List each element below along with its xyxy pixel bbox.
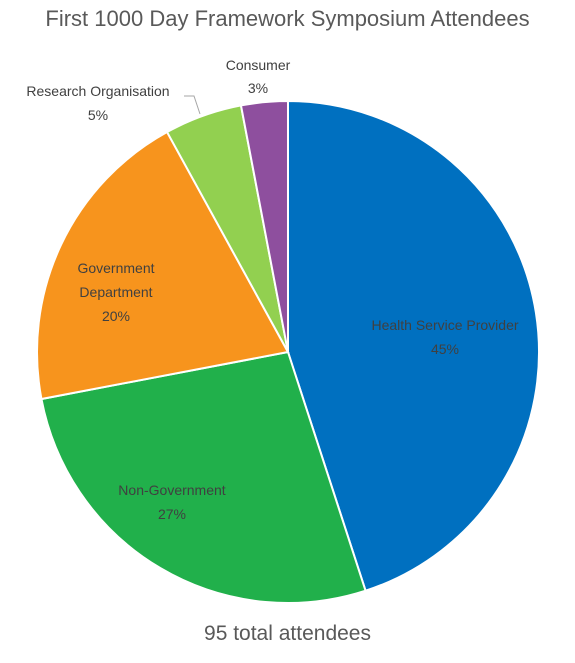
slice-label-research-organisation: Research Organisation 5% xyxy=(26,83,169,123)
pie-slice-consumer xyxy=(239,99,289,353)
slice-label-health-service-provider: Health Service Provider 45% xyxy=(371,317,518,357)
slice-value-research-organisation: 5% xyxy=(88,107,108,123)
leader-line-research-organisation xyxy=(184,95,201,115)
chart-title: First 1000 Day Framework Symposium Atten… xyxy=(45,6,530,31)
slice-value-health-service-provider: 45% xyxy=(431,341,459,357)
slice-value-government-department: 20% xyxy=(102,308,130,324)
slice-value-consumer: 3% xyxy=(248,80,268,96)
slice-label-consumer: Consumer 3% xyxy=(226,57,291,96)
slice-label-non-government: Non-Government 27% xyxy=(118,482,225,522)
slice-category-health-service-provider: Health Service Provider xyxy=(371,317,518,333)
slice-label-government-department: Government Department 20% xyxy=(77,260,154,324)
slice-category-research-organisation: Research Organisation xyxy=(26,83,169,99)
chart-footer: 95 total attendees xyxy=(204,622,371,645)
slice-value-non-government: 27% xyxy=(158,506,186,522)
slice-category-government-department: Government xyxy=(77,260,154,276)
pie-slice-health-service-provider xyxy=(287,99,541,592)
slice-category-non-government: Non-Government xyxy=(118,482,225,498)
slice-category-government-department: Department xyxy=(79,284,152,300)
pie-slice-non-government xyxy=(40,350,367,604)
pie-slice-government-department xyxy=(36,130,290,401)
slice-category-consumer: Consumer xyxy=(226,57,291,73)
